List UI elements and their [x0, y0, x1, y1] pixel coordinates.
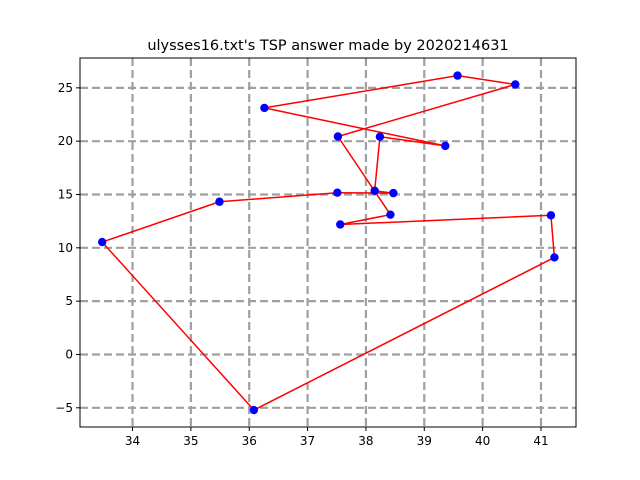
x-tick-label: 41 — [533, 434, 548, 448]
y-tick-label: 15 — [58, 188, 73, 202]
route-segment — [379, 135, 447, 147]
route-segment — [101, 241, 255, 411]
x-tick-label: 36 — [242, 434, 257, 448]
chart-title: ulysses16.txt's TSP answer made by 20202… — [147, 38, 508, 54]
route-segment — [253, 256, 556, 411]
city-point — [511, 80, 520, 89]
city-point — [215, 197, 224, 206]
x-tick-label: 35 — [183, 434, 198, 448]
route-segment — [263, 107, 447, 147]
axes — [79, 57, 577, 428]
city-point — [441, 141, 450, 151]
y-tick-label: 20 — [58, 134, 73, 148]
city-point — [375, 132, 385, 141]
city-point — [386, 210, 395, 219]
city-point — [550, 253, 559, 262]
route-segment — [337, 83, 517, 138]
x-tick-label: 39 — [417, 434, 432, 448]
city-point — [453, 71, 462, 80]
route-segment — [550, 214, 556, 259]
city-point — [333, 132, 343, 141]
city-point — [260, 103, 269, 113]
y-axis-ticks: −5 0 5 10 15 20 25 — [55, 81, 80, 415]
city-point — [336, 220, 345, 229]
city-point — [546, 211, 556, 220]
route-segment — [339, 214, 552, 226]
route-segment — [373, 135, 381, 192]
x-tick-label: 34 — [125, 434, 140, 448]
route-segment — [456, 74, 517, 86]
route-lines — [101, 74, 556, 411]
route-segment — [218, 191, 339, 203]
route-segment — [101, 201, 221, 243]
y-tick-label: −5 — [55, 401, 73, 415]
city-point — [97, 237, 107, 247]
y-tick-label: 5 — [65, 294, 73, 308]
x-axis-ticks: 34 35 36 37 38 39 40 41 — [125, 427, 549, 448]
y-tick-label: 10 — [58, 241, 73, 255]
x-tick-label: 38 — [358, 434, 373, 448]
route-segment — [339, 213, 392, 226]
city-point — [370, 186, 379, 195]
y-tick-label: 0 — [65, 347, 73, 361]
plot-frame — [79, 57, 577, 428]
city-points — [97, 71, 559, 415]
city-point — [333, 188, 342, 197]
city-point — [389, 188, 398, 198]
y-tick-label: 25 — [58, 81, 73, 95]
grid — [80, 58, 576, 427]
city-point — [249, 405, 259, 415]
route-segment — [263, 74, 459, 109]
route-segment — [337, 135, 392, 216]
x-tick-label: 37 — [300, 434, 315, 448]
x-tick-label: 40 — [475, 434, 490, 448]
